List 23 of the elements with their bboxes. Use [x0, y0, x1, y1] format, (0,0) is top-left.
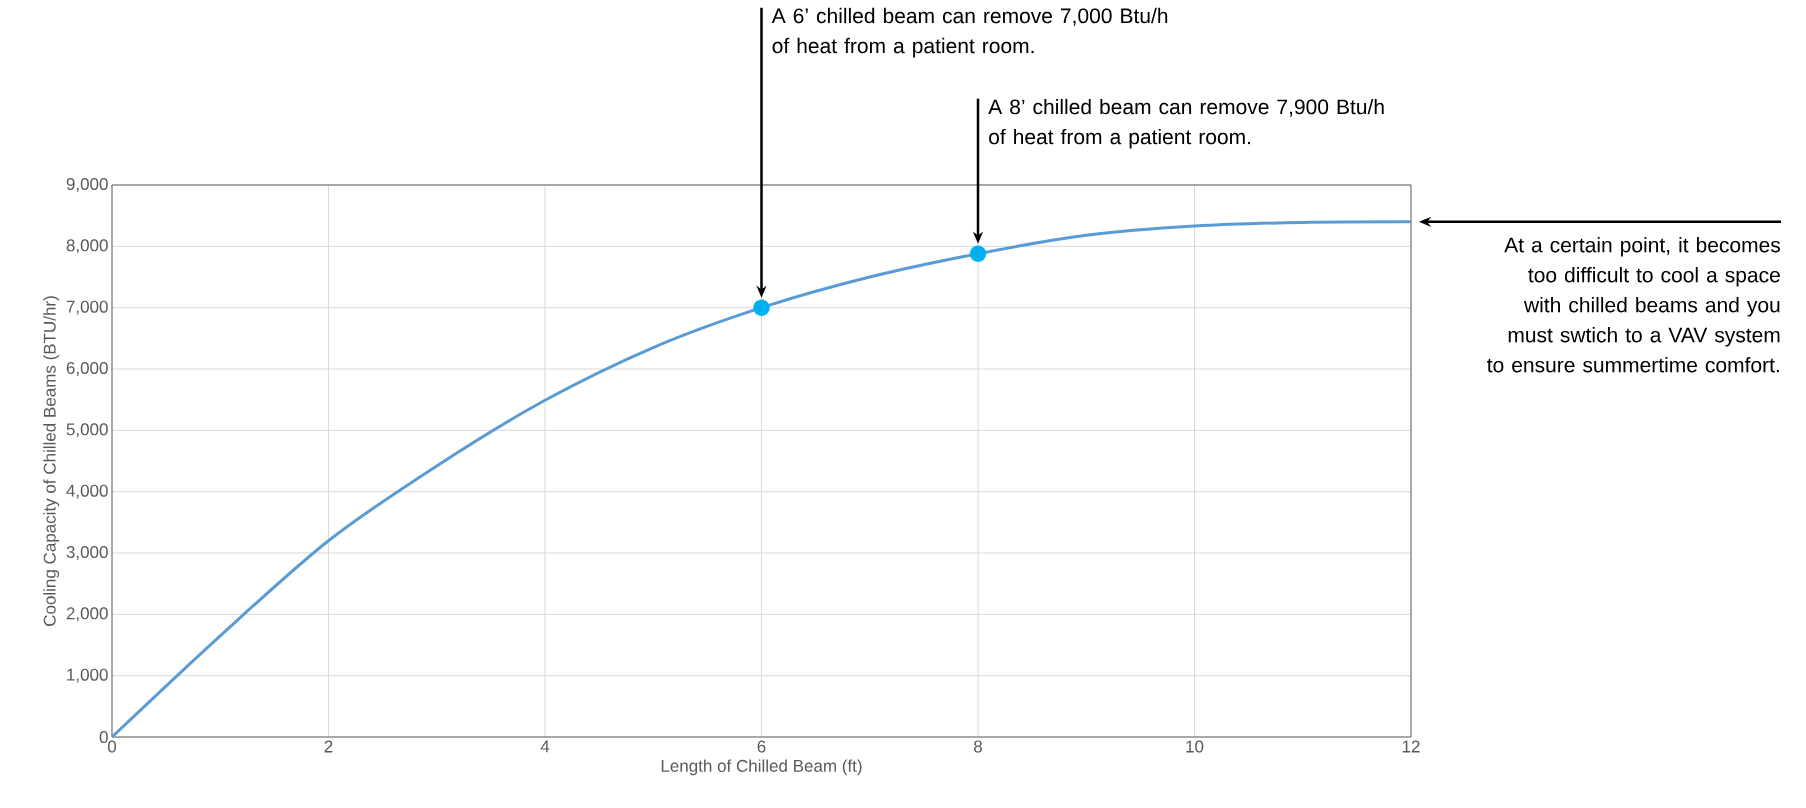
x-tick-label: 4	[540, 740, 550, 753]
y-tick-label: 3,000	[66, 545, 108, 561]
text: A 6’ chilled beam can remove 7,000 Btu/h of heat from a patient room.	[771, 7, 1168, 58]
text: At a certain point, it becomes too difficult to cool a space with chilled beams and you must swtich to a VAV system to ensure summertime comfort.	[1487, 236, 1780, 373]
x-tick-label: 8	[974, 740, 982, 753]
y-axis-title: Cooling Capacity of Chilled Beams (BTU/hr)	[43, 296, 60, 626]
y-tick-label: 5,000	[66, 423, 108, 438]
x-tick-label: 12	[1402, 740, 1420, 753]
y-tick-label: 7,000	[66, 300, 108, 315]
y-tick-label: 9,000	[66, 177, 108, 193]
y-tick-label: 2,000	[66, 607, 108, 622]
y-tick-label: 0	[99, 730, 108, 744]
x-tick-label: 10	[1186, 740, 1204, 753]
x-tick-label: 6	[757, 740, 766, 753]
y-tick-label: 4,000	[66, 484, 108, 499]
y-tick-label: 8,000	[66, 239, 108, 254]
x-tick-label: 0	[107, 740, 117, 753]
x-tick-label: 2	[324, 740, 333, 753]
x-axis-title: Length of Chilled Beam (ft)	[661, 759, 862, 776]
line-series	[110, 220, 1413, 739]
y-tick-label: 1,000	[67, 668, 108, 683]
text: A 8’ chilled beam can remove 7,900 Btu/h of heat from a patient room.	[988, 98, 1384, 149]
y-tick-label: 6,000	[66, 361, 108, 377]
